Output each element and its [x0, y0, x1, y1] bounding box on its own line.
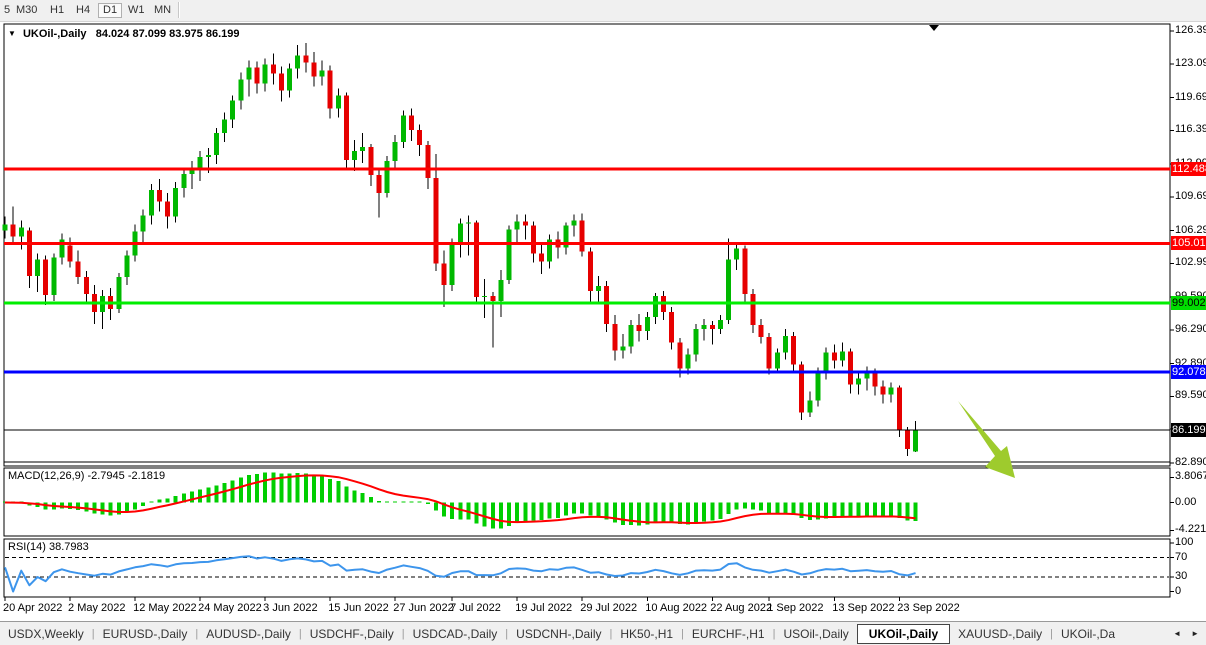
timeframe-toolbar: 5 M30 H1 H4 D1 W1 MN — [0, 0, 1206, 22]
rsi-line — [4, 555, 916, 593]
tab-separator: | — [772, 627, 776, 640]
chart-shift-marker-icon — [929, 25, 939, 31]
tab-usdcad-daily[interactable]: USDCAD-,Daily — [412, 626, 498, 641]
tab-separator: | — [298, 627, 302, 640]
tab-usdchf-daily[interactable]: USDCHF-,Daily — [309, 626, 394, 641]
tab-separator: | — [401, 627, 405, 640]
tab-eurchf-h1[interactable]: EURCHF-,H1 — [691, 626, 765, 641]
tab-eurusd-daily[interactable]: EURUSD-,Daily — [102, 626, 188, 641]
timeframe-button-m30[interactable]: M30 — [16, 4, 38, 16]
macd-signal-line — [4, 474, 916, 524]
tab-hk50-h1[interactable]: HK50-,H1 — [620, 626, 674, 641]
horizontal-level-lines[interactable] — [4, 167, 1170, 463]
tab-ukoil-da[interactable]: UKOil-,Da — [1061, 626, 1116, 641]
tab-usoil-daily[interactable]: USOil-,Daily — [783, 626, 849, 641]
timeframe-button-d1[interactable]: D1 — [98, 3, 123, 18]
timeframe-button-5[interactable]: 5 — [4, 4, 11, 16]
timeframe-button-h1[interactable]: H1 — [50, 4, 65, 16]
tab-separator: | — [91, 627, 95, 640]
timeframe-button-h4[interactable]: H4 — [76, 4, 91, 16]
tab-separator: | — [681, 627, 684, 640]
tab-separator: | — [195, 627, 199, 640]
down-arrow-annotation[interactable] — [958, 401, 1015, 478]
toolbar-divider — [178, 2, 180, 18]
tab-usdcnh-daily[interactable]: USDCNH-,Daily — [516, 626, 602, 641]
tab-ukoil-daily[interactable]: UKOil-,Daily — [856, 623, 951, 644]
timeframe-button-w1[interactable]: W1 — [128, 4, 145, 16]
tab-separator: | — [609, 627, 613, 640]
tab-separator: | — [1050, 627, 1054, 640]
tab-xauusd-daily[interactable]: XAUUSD-,Daily — [958, 626, 1043, 641]
tab-scroll-left-icon[interactable]: ◄ — [1173, 629, 1182, 638]
pane-borders — [3, 23, 1171, 598]
tab-usdx-weekly[interactable]: USDX,Weekly — [8, 626, 84, 641]
tab-audusd-daily[interactable]: AUDUSD-,Daily — [206, 626, 291, 641]
tab-scroll-right-icon[interactable]: ► — [1191, 629, 1199, 638]
tab-scroll-buttons: ◄ ► — [1164, 622, 1204, 645]
axis-tick-marks — [4, 30, 1174, 601]
tab-separator: | — [505, 627, 509, 640]
timeframe-button-mn[interactable]: MN — [154, 4, 172, 16]
symbol-tabbar: USDX,Weekly | EURUSD-,Daily | AUDUSD-,Daily |… — [0, 621, 1206, 645]
